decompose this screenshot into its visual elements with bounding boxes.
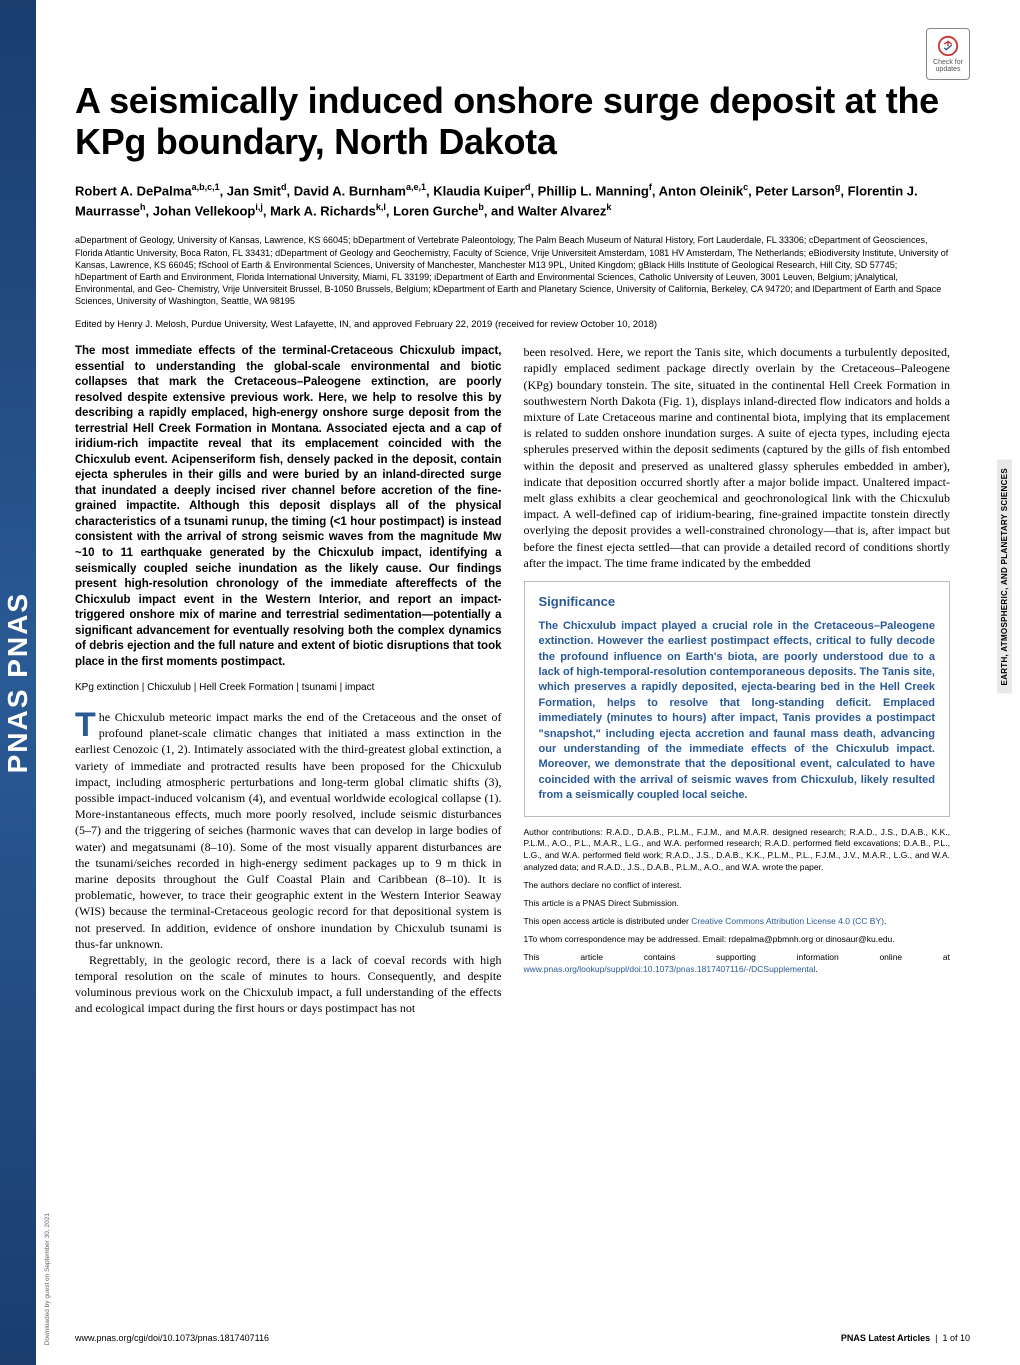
- footer-page-number: 1 of 10: [942, 1333, 970, 1343]
- page-footer: www.pnas.org/cgi/doi/10.1073/pnas.181740…: [75, 1333, 970, 1343]
- supplemental-line: This article contains supporting informa…: [524, 952, 951, 976]
- journal-side-banner: PNAS PNAS: [0, 0, 36, 1365]
- check-updates-badge[interactable]: Check for updates: [926, 28, 970, 80]
- authors-line: Robert A. DePalmaa,b,c,1, Jan Smitd, Dav…: [75, 181, 950, 221]
- article-title: A seismically induced onshore surge depo…: [75, 80, 950, 163]
- article-meta: Author contributions: R.A.D., D.A.B., P.…: [524, 827, 951, 976]
- affiliations: aDepartment of Geology, University of Ka…: [75, 234, 950, 307]
- license-line: This open access article is distributed …: [524, 916, 951, 928]
- abstract-text: The most immediate effects of the termin…: [75, 344, 502, 670]
- body-text-right: been resolved. Here, we report the Tanis…: [524, 344, 951, 571]
- footer-doi: www.pnas.org/cgi/doi/10.1073/pnas.181740…: [75, 1333, 269, 1343]
- body-p1: he Chicxulub meteoric impact marks the e…: [75, 710, 502, 951]
- author-contributions: Author contributions: R.A.D., D.A.B., P.…: [524, 827, 951, 875]
- right-column: been resolved. Here, we report the Tanis…: [524, 344, 951, 1016]
- license-link[interactable]: Creative Commons Attribution License 4.0…: [691, 916, 884, 926]
- keywords-line: KPg extinction | Chicxulub | Hell Creek …: [75, 682, 502, 693]
- footer-journal: PNAS Latest Articles: [841, 1333, 930, 1343]
- download-note: Downloaded by guest on September 30, 202…: [44, 1213, 51, 1345]
- significance-text: The Chicxulub impact played a crucial ro…: [539, 619, 936, 804]
- dropcap: T: [75, 709, 99, 740]
- check-updates-icon: [937, 35, 959, 57]
- significance-box: Significance The Chicxulub impact played…: [524, 581, 951, 817]
- body-text-left: The Chicxulub meteoric impact marks the …: [75, 709, 502, 1017]
- supplemental-link[interactable]: www.pnas.org/lookup/suppl/doi:10.1073/pn…: [524, 964, 816, 974]
- significance-title: Significance: [539, 594, 936, 609]
- journal-side-text: PNAS PNAS: [2, 592, 34, 773]
- left-column: The most immediate effects of the termin…: [75, 344, 502, 1016]
- edited-by-line: Edited by Henry J. Melosh, Purdue Univer…: [75, 319, 950, 330]
- footer-page-info: PNAS Latest Articles | 1 of 10: [841, 1333, 970, 1343]
- body-right-p: been resolved. Here, we report the Tanis…: [524, 344, 951, 571]
- body-p2: Regrettably, in the geologic record, the…: [75, 952, 502, 1017]
- correspondence: 1To whom correspondence may be addressed…: [524, 934, 951, 946]
- check-updates-label: Check for updates: [927, 59, 969, 73]
- category-side-label: EARTH, ATMOSPHERIC, AND PLANETARY SCIENC…: [997, 460, 1012, 694]
- conflict-statement: The authors declare no conflict of inter…: [524, 880, 951, 892]
- submission-type: This article is a PNAS Direct Submission…: [524, 898, 951, 910]
